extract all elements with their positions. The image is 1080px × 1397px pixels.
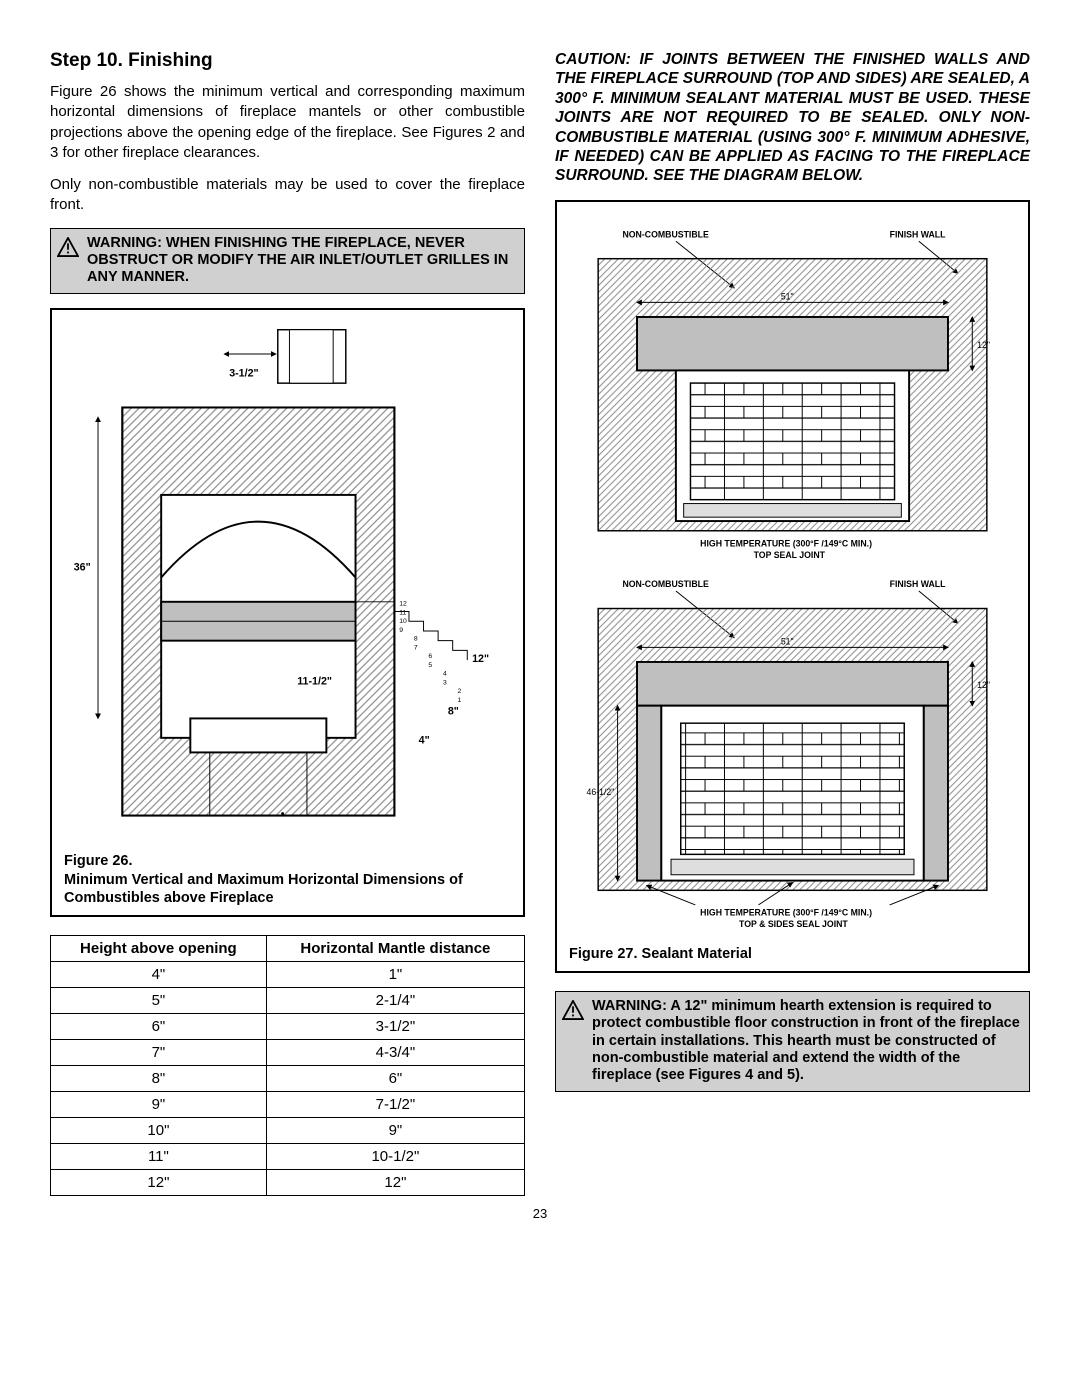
svg-text:46-1/2": 46-1/2"	[586, 787, 614, 797]
table-row: 9"7-1/2"	[51, 1091, 525, 1117]
svg-text:3-1/2": 3-1/2"	[229, 367, 258, 379]
table-row: 11"10-1/2"	[51, 1143, 525, 1169]
table-row: 7"4-3/4"	[51, 1039, 525, 1065]
svg-text:51": 51"	[781, 636, 794, 646]
svg-text:FINISH WALL: FINISH WALL	[890, 579, 946, 589]
figure-27-box: NON-COMBUSTIBLE FINISH WALL 51" 12" HIGH…	[555, 200, 1030, 973]
svg-text:51": 51"	[781, 291, 794, 301]
svg-text:9: 9	[399, 627, 403, 634]
svg-text:11: 11	[399, 609, 406, 616]
svg-text:12": 12"	[977, 680, 990, 690]
svg-text:8": 8"	[448, 705, 459, 717]
step-heading: Step 10. Finishing	[50, 50, 525, 72]
svg-text:7: 7	[414, 644, 418, 651]
svg-text:12: 12	[399, 600, 407, 607]
svg-text:HIGH TEMPERATURE (300°F /149°C: HIGH TEMPERATURE (300°F /149°C MIN.)	[700, 907, 872, 917]
warning-text-1: WARNING: WHEN FINISHING THE FIREPLACE, N…	[87, 235, 516, 287]
svg-text:4: 4	[443, 670, 447, 677]
figure-26-box: 1211 109 87 65 43 21 3-1/2" 36" 11-1/2" …	[50, 308, 525, 917]
warning-text-2: WARNING: A 12" minimum hearth extension …	[592, 998, 1021, 1085]
svg-text:11-1/2": 11-1/2"	[297, 675, 332, 687]
svg-text:1: 1	[458, 697, 462, 704]
figure-27-caption: Figure 27. Sealant Material	[569, 945, 1016, 963]
warning-icon	[562, 1000, 584, 1020]
figure-27-diagram: NON-COMBUSTIBLE FINISH WALL 51" 12" HIGH…	[569, 212, 1016, 937]
svg-text:TOP & SIDES SEAL JOINT: TOP & SIDES SEAL JOINT	[739, 919, 848, 929]
figure-26-diagram: 1211 109 87 65 43 21 3-1/2" 36" 11-1/2" …	[64, 320, 511, 845]
mantle-table: Height above opening Horizontal Mantle d…	[50, 935, 525, 1196]
warning-box-2: WARNING: A 12" minimum hearth extension …	[555, 991, 1030, 1092]
table-row: 12"12"	[51, 1169, 525, 1195]
table-row: 5"2-1/4"	[51, 987, 525, 1013]
table-row: 8"6"	[51, 1065, 525, 1091]
warning-box-1: WARNING: WHEN FINISHING THE FIREPLACE, N…	[50, 228, 525, 294]
svg-text:NON-COMBUSTIBLE: NON-COMBUSTIBLE	[622, 579, 709, 589]
svg-text:2: 2	[458, 688, 462, 695]
svg-text:10: 10	[399, 618, 407, 625]
paragraph-1: Figure 26 shows the minimum vertical and…	[50, 82, 525, 163]
svg-text:TOP SEAL JOINT: TOP SEAL JOINT	[754, 550, 826, 560]
svg-text:12": 12"	[472, 653, 489, 665]
paragraph-2: Only non-combustible materials may be us…	[50, 175, 525, 216]
svg-text:3: 3	[443, 679, 447, 686]
svg-text:4": 4"	[419, 734, 430, 746]
page-number: 23	[50, 1206, 1030, 1221]
svg-text:HIGH TEMPERATURE (300°F /149°C: HIGH TEMPERATURE (300°F /149°C MIN.)	[700, 538, 872, 548]
svg-text:36": 36"	[74, 561, 91, 573]
warning-icon	[57, 237, 79, 257]
svg-text:8: 8	[414, 635, 418, 642]
svg-text:FINISH WALL: FINISH WALL	[890, 229, 946, 239]
table-row: 4"1"	[51, 961, 525, 987]
svg-text:5: 5	[428, 662, 432, 669]
table-row: 10"9"	[51, 1117, 525, 1143]
caution-text: CAUTION: IF JOINTS BETWEEN THE FINISHED …	[555, 50, 1030, 186]
svg-text:NON-COMBUSTIBLE: NON-COMBUSTIBLE	[622, 229, 709, 239]
th-distance: Horizontal Mantle distance	[266, 935, 524, 961]
table-row: 6"3-1/2"	[51, 1013, 525, 1039]
th-height: Height above opening	[51, 935, 267, 961]
svg-text:6: 6	[428, 653, 432, 660]
svg-text:12": 12"	[977, 340, 990, 350]
fig26-cap-2: Minimum Vertical and Maximum Horizontal …	[64, 871, 511, 907]
fig26-cap-1: Figure 26.	[64, 852, 511, 870]
figure-26-caption: Figure 26. Minimum Vertical and Maximum …	[64, 852, 511, 906]
